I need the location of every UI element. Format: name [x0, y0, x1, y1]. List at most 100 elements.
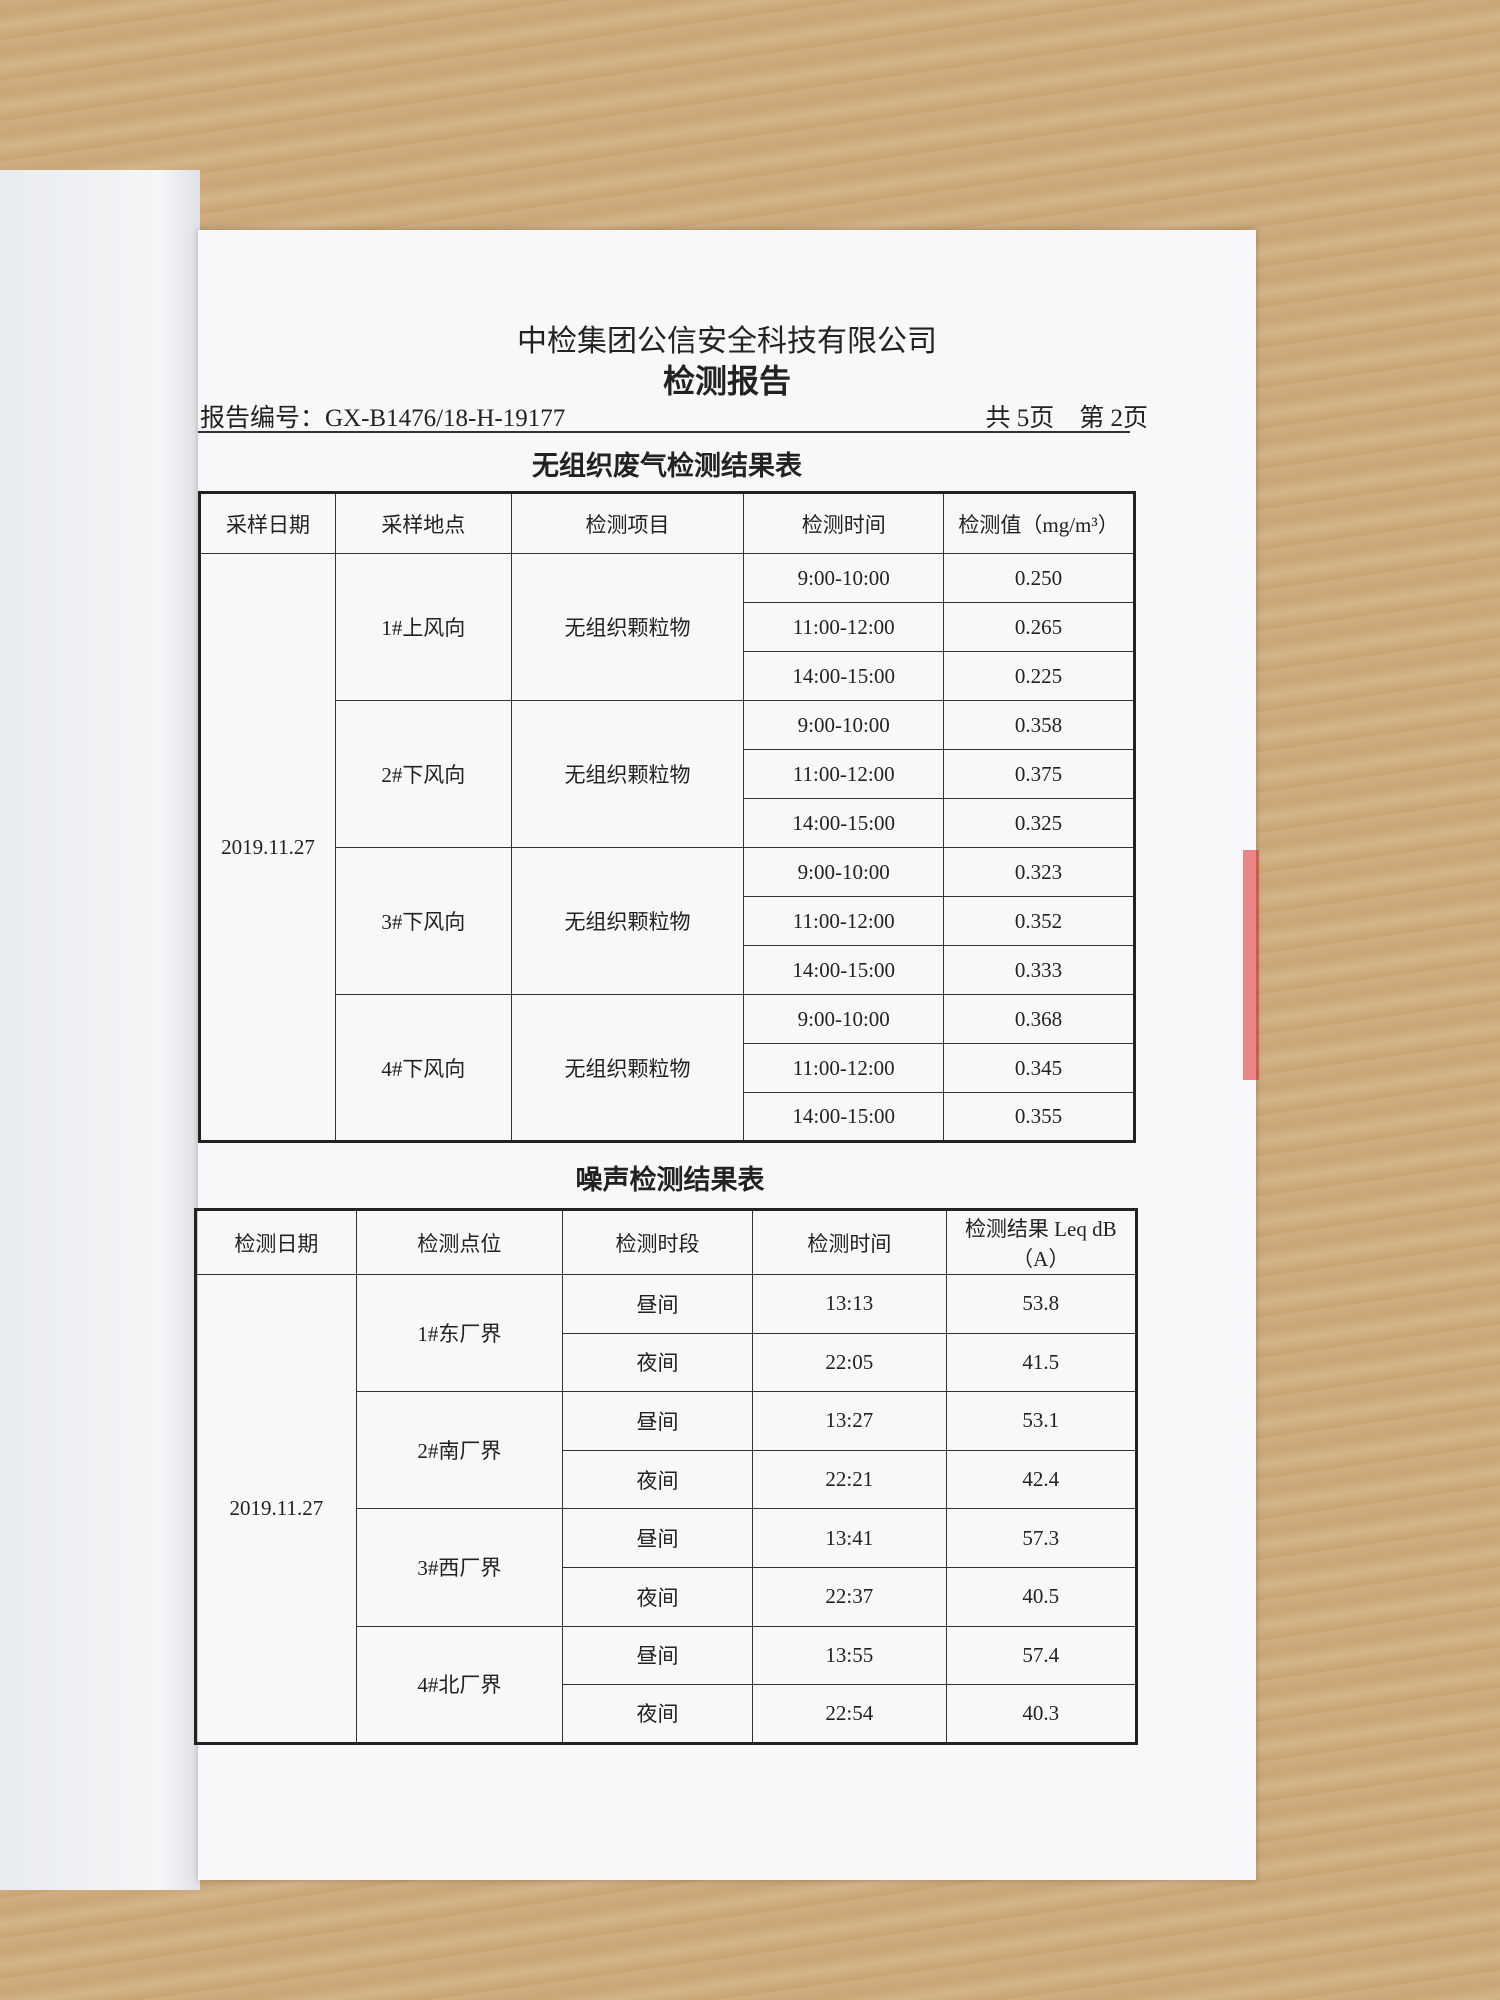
report-title: 检测报告	[662, 363, 791, 399]
cell: 57.4	[945, 1625, 1138, 1686]
cell: 14:00-15:00	[743, 651, 945, 701]
cell: 9:00-10:00	[743, 994, 945, 1044]
date-cell: 2019.11.27	[195, 1274, 357, 1744]
cell: 昼间	[561, 1625, 754, 1686]
column-header: 采样地点	[334, 492, 512, 554]
cell: 40.3	[945, 1684, 1138, 1744]
cell: 0.352	[943, 896, 1135, 946]
page-count: 共 5页 第 2页	[985, 405, 1148, 432]
group-cell: 无组织颗粒物	[510, 994, 745, 1142]
cell: 13:13	[752, 1274, 947, 1334]
stamp-edge	[1243, 850, 1259, 1080]
cell: 0.375	[943, 749, 1135, 799]
cell: 14:00-15:00	[743, 945, 945, 995]
cell: 40.5	[945, 1566, 1138, 1627]
table: 采样日期 采样地点 检测项目 检测时间 检测值（mg/m³） 2019.11.27 1#上风…	[198, 491, 1136, 1143]
row: 2#南厂界 昼间 13:27 53.1	[196, 1391, 1138, 1510]
cell: 11:00-12:00	[743, 749, 945, 799]
row: 11:00-12:00 0.352	[200, 896, 1135, 946]
cell: 11:00-12:00	[743, 896, 945, 946]
column-header: 检测值（mg/m³）	[943, 492, 1135, 554]
header-row: 采样日期 采样地点 检测项目 检测时间 检测值（mg/m³）	[199, 492, 1135, 554]
cell: 11:00-12:00	[743, 1043, 945, 1093]
cell: 夜间	[561, 1332, 754, 1393]
column-header: 检测日期	[195, 1209, 357, 1275]
cell: 13:27	[752, 1391, 947, 1451]
company-name: 中检集团公信安全科技有限公司	[517, 325, 937, 358]
cell: 11:00-12:00	[743, 602, 945, 652]
cell: 0.355	[943, 1092, 1135, 1142]
cell: 昼间	[561, 1274, 754, 1334]
cell: 14:00-15:00	[743, 1092, 945, 1142]
row: 4#北厂界 昼间 13:55 57.4	[196, 1625, 1138, 1744]
column-header: 检测点位	[355, 1209, 563, 1275]
table-title: 噪声检测结果表	[575, 1165, 765, 1195]
header-row: 检测日期 检测点位 检测时段 检测时间 检测结果 Leq dB（A）	[195, 1209, 1138, 1275]
column-header: 检测项目	[510, 492, 745, 554]
cell: 42.4	[945, 1449, 1138, 1510]
cell: 13:41	[752, 1508, 947, 1568]
group-cell: 3#西厂界	[355, 1508, 563, 1627]
row: 4#下风向 无组织颗粒物 9:00-10:00 0.368	[200, 994, 1135, 1142]
cell: 0.323	[943, 847, 1135, 897]
cell: 41.5	[945, 1332, 1138, 1393]
cell: 0.325	[943, 798, 1135, 848]
cell: 0.358	[943, 700, 1135, 750]
table: 检测日期 检测点位 检测时段 检测时间 检测结果 Leq dB（A） 2019.11.27…	[194, 1208, 1138, 1745]
cell: 22:37	[752, 1566, 947, 1627]
row: 夜间 22:21 42.4	[196, 1449, 1138, 1510]
column-header: 检测时间	[743, 492, 945, 554]
group-cell: 4#北厂界	[355, 1625, 563, 1744]
row: 夜间 22:54 40.3	[196, 1684, 1138, 1744]
column-header: 检测时间	[752, 1209, 947, 1275]
cell: 0.265	[943, 602, 1135, 652]
cell: 0.368	[943, 994, 1135, 1044]
column-header: 采样日期	[199, 492, 336, 554]
cell: 22:54	[752, 1684, 947, 1744]
column-header: 检测时段	[561, 1209, 754, 1275]
group-cell: 无组织颗粒物	[510, 700, 745, 848]
group-cell: 2#南厂界	[355, 1391, 563, 1510]
cell: 57.3	[945, 1508, 1138, 1568]
cell: 14:00-15:00	[743, 798, 945, 848]
header-rule	[198, 431, 1130, 433]
report-number: 报告编号：GX-B1476/18-H-19177	[200, 405, 566, 432]
column-header: 检测结果 Leq dB（A）	[945, 1209, 1138, 1275]
cell: 0.333	[943, 945, 1135, 995]
cell: 夜间	[561, 1449, 754, 1510]
cell: 昼间	[561, 1508, 754, 1568]
group-cell: 无组织颗粒物	[510, 553, 745, 701]
cell: 9:00-10:00	[743, 700, 945, 750]
cell: 53.1	[945, 1391, 1138, 1451]
row: 夜间 22:05 41.5	[196, 1332, 1138, 1393]
cell: 0.345	[943, 1043, 1135, 1093]
cell: 13:55	[752, 1625, 947, 1686]
cell: 0.225	[943, 651, 1135, 701]
group-cell: 4#下风向	[334, 994, 512, 1142]
cell: 夜间	[561, 1684, 754, 1744]
cell: 0.250	[943, 553, 1135, 603]
row: 夜间 22:37 40.5	[196, 1566, 1138, 1627]
group-cell: 无组织颗粒物	[510, 847, 745, 995]
group-cell: 2#下风向	[334, 700, 512, 848]
cell: 53.8	[945, 1274, 1138, 1334]
left-page	[0, 170, 200, 1890]
row: 3#下风向 无组织颗粒物 9:00-10:00 0.323	[200, 847, 1135, 995]
paper: 中检集团公信安全科技有限公司 检测报告 报告编号：GX-B1476/18-H-1…	[194, 230, 1256, 1880]
row: 14:00-15:00 0.355	[200, 1092, 1135, 1142]
cell: 夜间	[561, 1566, 754, 1627]
row: 11:00-12:00 0.265	[200, 602, 1135, 652]
date-cell: 2019.11.27	[199, 553, 336, 1142]
row: 14:00-15:00 0.333	[200, 945, 1135, 995]
group-cell: 3#下风向	[334, 847, 512, 995]
table-title: 无组织废气检测结果表	[532, 451, 802, 481]
cell: 22:05	[752, 1332, 947, 1393]
row: 2019.11.27 1#东厂界 昼间 13:13 53.8	[195, 1273, 1138, 1744]
row: 2019.11.27 1#上风向 无组织颗粒物 9:00-10:00 0.250	[199, 553, 1135, 1142]
group-cell: 1#上风向	[334, 553, 512, 701]
row: 2#下风向 无组织颗粒物 9:00-10:00 0.358	[200, 700, 1135, 848]
cell: 昼间	[561, 1391, 754, 1451]
group-cell: 1#东厂界	[355, 1273, 563, 1393]
cell: 9:00-10:00	[743, 847, 945, 897]
